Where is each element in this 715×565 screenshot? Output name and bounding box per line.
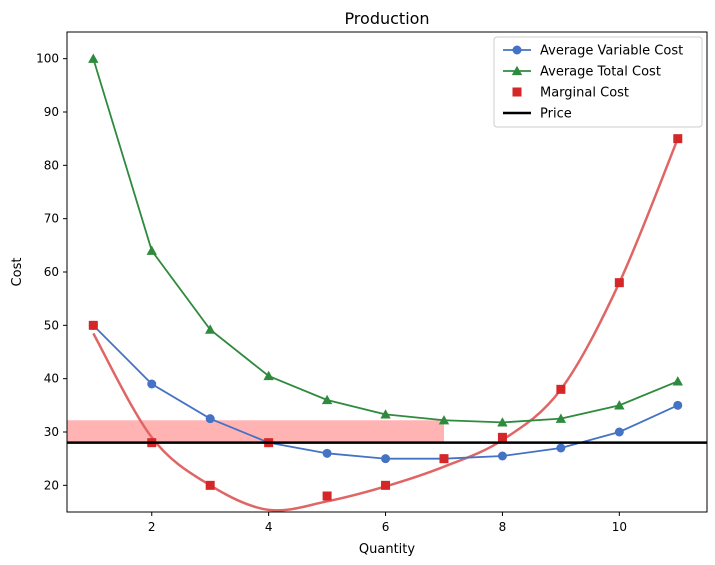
average-total-cost-point [321, 394, 333, 405]
marginal-cost-point [497, 432, 507, 442]
legend-price-label: Price [540, 107, 572, 122]
average-total-cost-point [497, 417, 508, 427]
average-total-cost-point [146, 245, 157, 255]
x-tick-label: 8 [499, 520, 507, 534]
marginal-cost-point [673, 134, 683, 144]
y-tick-label: 70 [44, 212, 59, 226]
marginal-cost-point [439, 454, 449, 464]
marginal-cost-fitted-curve [92, 138, 679, 512]
legend-average-variable-cost-label: Average Variable Cost [540, 44, 683, 59]
average-variable-cost-point [673, 400, 683, 410]
x-tick-label: 6 [382, 520, 390, 534]
average-variable-cost-point [497, 451, 507, 461]
average-total-cost-point [263, 370, 274, 381]
average-variable-cost-point [147, 379, 157, 389]
legend-box [493, 36, 703, 128]
x-tick-label: 2 [148, 520, 156, 534]
legend: Average Variable Cost Average Total Cost M… [493, 36, 703, 128]
average-variable-cost-point [322, 448, 332, 458]
y-tick-label: 80 [44, 158, 59, 172]
y-tick-label: 30 [44, 425, 59, 439]
average-total-cost-point [438, 415, 450, 425]
marginal-cost-point [88, 320, 98, 330]
legend-marginal-cost-marker [512, 87, 522, 97]
marginal-cost-point [205, 480, 215, 490]
average-variable-cost-point [381, 454, 391, 464]
legend-average-variable-cost-marker [512, 45, 522, 55]
y-tick-label: 100 [36, 52, 59, 66]
y-tick-label: 40 [44, 372, 59, 386]
y-tick-label: 90 [44, 105, 59, 119]
plot-area: 2 4 6 8 10 20 30 40 50 60 70 80 90 100 [36, 31, 708, 534]
average-total-cost-point [614, 400, 625, 410]
legend-average-total-cost-marker [511, 65, 523, 76]
average-total-cost-point [555, 413, 567, 423]
y-tick-label: 60 [44, 265, 59, 279]
shaded-region [67, 420, 444, 443]
y-tick-label: 50 [44, 318, 59, 332]
average-total-cost-point [204, 324, 216, 334]
x-axis-label: Quantity [359, 542, 415, 557]
average-total-cost-point [88, 53, 99, 63]
average-variable-cost-point [556, 443, 566, 453]
x-tick-label: 4 [265, 520, 273, 534]
average-total-cost-point [380, 409, 391, 419]
chart-title: Production [344, 9, 429, 28]
y-axis-label: Cost [10, 258, 25, 287]
average-variable-cost-point [614, 427, 624, 437]
marginal-cost-point [322, 491, 332, 501]
y-tick-label: 20 [44, 478, 59, 492]
legend-marginal-cost-label: Marginal Cost [540, 86, 629, 101]
average-total-cost-point [672, 376, 683, 386]
x-tick-label: 10 [612, 520, 627, 534]
average-variable-cost-point [205, 414, 215, 424]
legend-average-total-cost-label: Average Total Cost [540, 65, 661, 80]
marginal-cost-point [556, 384, 566, 394]
marginal-cost-point [614, 278, 624, 288]
marginal-cost-point [381, 480, 391, 490]
